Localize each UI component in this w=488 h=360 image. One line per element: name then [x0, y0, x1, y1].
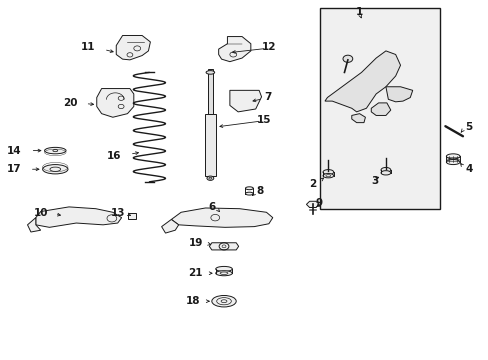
Ellipse shape [380, 171, 390, 175]
Text: 14: 14 [6, 145, 21, 156]
Text: 17: 17 [6, 164, 21, 174]
Text: 16: 16 [107, 150, 122, 161]
Polygon shape [370, 103, 390, 116]
Text: 8: 8 [256, 186, 264, 197]
Ellipse shape [215, 271, 232, 276]
Text: 12: 12 [261, 42, 276, 52]
Polygon shape [116, 36, 150, 60]
Polygon shape [209, 243, 238, 250]
Polygon shape [229, 90, 261, 112]
Text: 5: 5 [465, 122, 472, 132]
Ellipse shape [215, 266, 232, 271]
Bar [320, 8, 439, 209]
Text: 1: 1 [355, 7, 362, 17]
Ellipse shape [245, 192, 253, 195]
Bar [128, 213, 136, 219]
Ellipse shape [44, 147, 66, 154]
Bar [208, 69, 212, 114]
Ellipse shape [446, 154, 459, 159]
Polygon shape [36, 207, 122, 227]
Text: 19: 19 [188, 238, 203, 248]
Ellipse shape [42, 165, 68, 174]
Polygon shape [171, 208, 272, 227]
Text: 2: 2 [309, 179, 316, 189]
Text: 21: 21 [188, 268, 203, 278]
Text: 13: 13 [110, 208, 125, 218]
Text: 18: 18 [186, 296, 200, 306]
Polygon shape [306, 201, 319, 207]
Ellipse shape [206, 176, 213, 180]
Ellipse shape [245, 187, 253, 190]
Polygon shape [97, 89, 134, 117]
Polygon shape [385, 87, 412, 102]
Polygon shape [351, 114, 365, 123]
Text: 15: 15 [256, 115, 271, 125]
Text: 10: 10 [34, 208, 48, 218]
Bar [204, 114, 215, 176]
Ellipse shape [211, 296, 236, 307]
Text: 20: 20 [63, 98, 78, 108]
Text: 9: 9 [315, 198, 322, 208]
Ellipse shape [446, 159, 459, 165]
Ellipse shape [323, 170, 333, 175]
Text: 11: 11 [81, 42, 95, 52]
Circle shape [342, 55, 352, 62]
Ellipse shape [323, 174, 333, 178]
Ellipse shape [205, 71, 214, 74]
Text: 3: 3 [370, 176, 378, 186]
Text: 6: 6 [207, 202, 215, 212]
Polygon shape [325, 51, 400, 112]
Polygon shape [161, 220, 178, 233]
Text: 4: 4 [465, 164, 472, 174]
Polygon shape [27, 218, 41, 232]
Text: 7: 7 [264, 92, 271, 102]
Ellipse shape [380, 167, 390, 172]
Polygon shape [218, 37, 250, 62]
